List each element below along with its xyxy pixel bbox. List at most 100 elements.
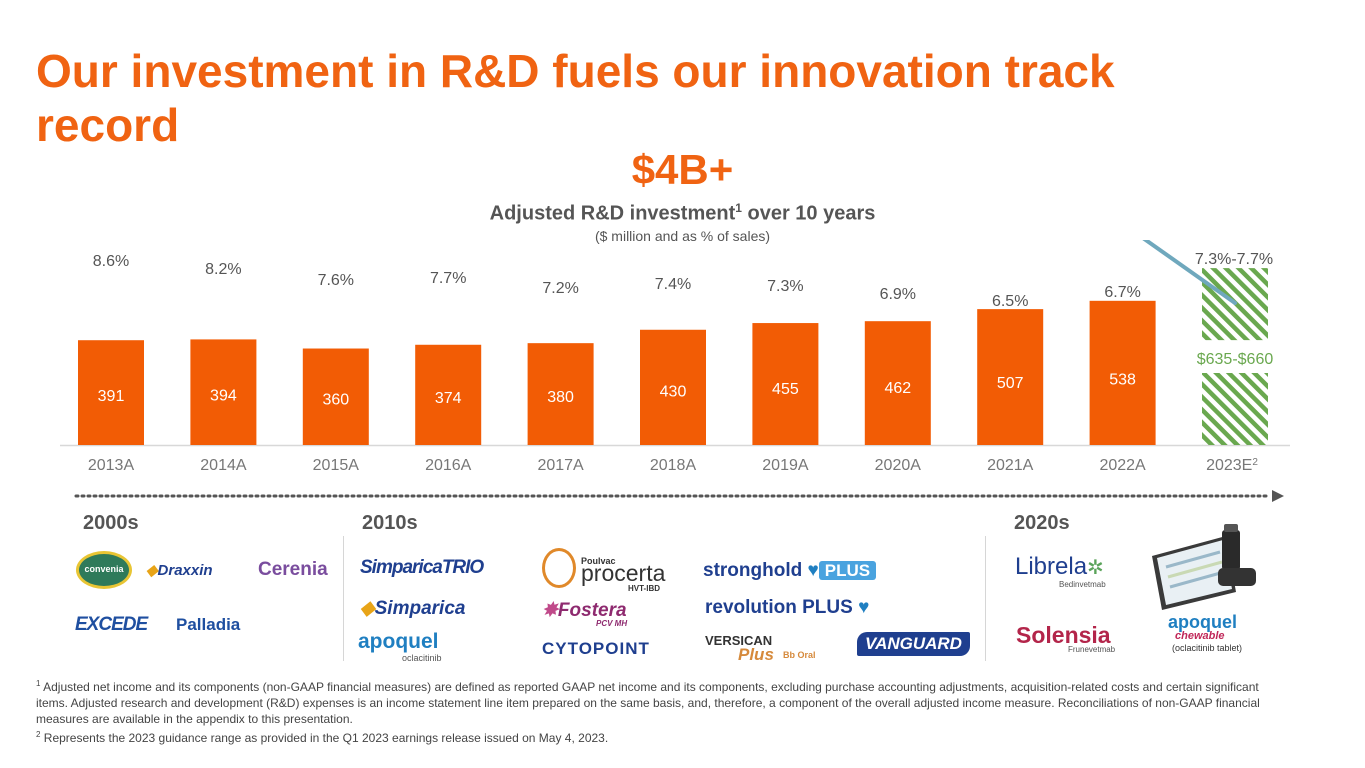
bar-value-label-2016A: 374 <box>435 390 462 407</box>
librela-leaf-icon: ✲ <box>1087 557 1104 579</box>
bar-2021A <box>977 309 1044 445</box>
pct-label-2020A: 6.9% <box>880 286 916 303</box>
stronghold-logo-text: stronghold <box>703 560 803 581</box>
x-tick-footnote-ref: 2 <box>1252 457 1258 468</box>
excede-logo: EXCEDE <box>75 614 148 635</box>
rd-investment-chart: 391 394 360 374 380 430 455 462 507 538 $635-$660 8… <box>60 240 1290 502</box>
revolution-heart-icon: ♥ <box>858 597 870 618</box>
versican-bb-oral-label: Bb Oral <box>783 650 816 660</box>
footnote-1-marker: 1 <box>36 679 41 688</box>
x-tick-2015A: 2015A <box>313 457 360 474</box>
x-tick-2019A: 2019A <box>762 457 809 474</box>
revolution-logo-text: revolution PLUS <box>705 597 853 618</box>
divider-2000s-2010s <box>343 536 344 661</box>
bar-2014A <box>190 339 257 445</box>
era-2020s-label: 2020s <box>1014 512 1070 534</box>
pct-of-sales-line <box>1142 240 1237 305</box>
pct-label-2015A: 7.6% <box>318 272 354 289</box>
bar-value-label-2020A: 462 <box>884 380 911 397</box>
bar-2020A <box>864 321 931 445</box>
draxxin-logo: ◆Draxxin <box>146 561 213 579</box>
solensia-logo: Solensia <box>1016 622 1111 648</box>
bar-2017A <box>527 343 594 445</box>
x-tick-2020A: 2020A <box>875 457 922 474</box>
subtitle-suffix: over 10 years <box>741 202 876 225</box>
pct-label-2022A: 6.7% <box>1104 284 1140 301</box>
fostera-logo: ✸Fostera <box>542 599 627 622</box>
x-tick-2016A: 2016A <box>425 457 472 474</box>
subtitle-text: Adjusted R&D investment <box>489 202 736 225</box>
footnote-1-text: Adjusted net income and its components (… <box>36 680 1260 726</box>
bar-value-label-2022A: 538 <box>1109 371 1136 388</box>
fostera-pcv-label: PCV MH <box>596 619 628 628</box>
chart-subtitle: Adjusted R&D investment1 over 10 years <box>0 201 1365 226</box>
convenia-logo: convenia <box>76 551 132 589</box>
apoquel-chewable-subtext: (oclacitinib tablet) <box>1172 643 1243 653</box>
versican-plus-label: Plus <box>738 645 774 664</box>
vanguard-logo: VANGUARD <box>857 632 970 656</box>
simparica-logo: ◆Simparica <box>360 597 465 620</box>
poulvac-label: Poulvac <box>581 556 616 566</box>
x-tick-2021A: 2021A <box>987 457 1034 474</box>
apoquel-subtext: oclacitinib <box>402 653 442 663</box>
cytopoint-logo: CYTOPOINT <box>542 639 650 658</box>
stronghold-plus-logo: stronghold ♥ PLUS <box>703 560 877 582</box>
range-bar-lower <box>1202 373 1268 445</box>
solensia-subtext: Frunevetmab <box>1068 645 1116 654</box>
footnote-2-marker: 2 <box>36 730 41 739</box>
x-tick-2022A: 2022A <box>1099 457 1146 474</box>
pct-label-2014A: 8.2% <box>205 261 241 278</box>
x-tick-2018A: 2018A <box>650 457 697 474</box>
chart-units: ($ million and as % of sales) <box>594 228 771 244</box>
footnote-2-text: Represents the 2023 guidance range as pr… <box>40 731 609 745</box>
bar-value-label-2019A: 455 <box>772 381 799 398</box>
bar-2019A <box>752 323 819 445</box>
bar-2015A <box>302 348 369 445</box>
diagnostic-device-icon <box>1152 524 1256 610</box>
pct-label-2016A: 7.7% <box>430 270 466 287</box>
fostera-mark: ✸ <box>542 600 558 621</box>
apoquel-logo: apoquel <box>358 630 439 653</box>
bar-value-label-2017A: 380 <box>547 389 574 406</box>
revolution-plus-logo: revolution PLUS ♥ <box>705 597 869 619</box>
pct-label-2023E: 7.3%-7.7% <box>1195 251 1273 268</box>
poulvac-procerta-mark <box>542 548 576 588</box>
pct-label-2019A: 7.3% <box>767 278 803 295</box>
x-tick-2013A: 2013A <box>88 457 135 474</box>
simparica-logo-text: Simparica <box>374 598 466 619</box>
versican-logo: VERSICAN <box>705 633 773 648</box>
bar-value-label-2021A: 507 <box>997 375 1024 392</box>
bar-2018A <box>640 329 706 445</box>
era-2000s-label: 2000s <box>83 512 139 534</box>
x-tick-2017A: 2017A <box>537 457 584 474</box>
bar-2022A <box>1089 300 1156 445</box>
draxxin-mark: ◆ <box>146 562 158 579</box>
x-tick-2014A: 2014A <box>200 457 247 474</box>
hvt-ibd-label: HVT-IBD <box>628 584 660 593</box>
bar-value-label-2018A: 430 <box>660 384 687 401</box>
footnote-1: 1 Adjusted net income and its components… <box>36 676 1276 727</box>
page-title: Our investment in R&D fuels our innovati… <box>36 45 1115 151</box>
divider-2010s-2020s <box>985 536 986 661</box>
stronghold-plus-badge: PLUS <box>818 561 877 580</box>
simparica-trio-logo: SimparicaTRIO <box>360 557 484 578</box>
bar-value-label-2013A: 391 <box>98 388 125 405</box>
cerenia-logo: Cerenia <box>258 559 328 580</box>
bar-2013A <box>78 340 144 445</box>
range-bar-value-label: $635-$660 <box>1197 351 1274 368</box>
pct-label-2021A: 6.5% <box>992 293 1028 310</box>
pct-label-2017A: 7.2% <box>542 280 578 297</box>
footnote-2: 2 Represents the 2023 guidance range as … <box>36 727 1276 746</box>
fostera-logo-text: Fostera <box>557 600 627 621</box>
timeline-arrow-head-icon <box>1272 490 1284 502</box>
subtitle-footnote-ref: 1 <box>735 201 742 215</box>
bar-2016A <box>415 344 482 445</box>
headline-total: $4B+ <box>631 146 734 193</box>
bar-value-label-2015A: 360 <box>322 391 349 408</box>
palladia-logo: Palladia <box>176 615 241 634</box>
convenia-logo-text: convenia <box>84 564 124 574</box>
librela-logo: Librela✲ <box>1015 553 1104 581</box>
x-tick-2023E: 2023E2 <box>1206 457 1258 475</box>
librela-logo-text: Librela <box>1015 553 1088 580</box>
draxxin-logo-text: Draxxin <box>157 562 213 579</box>
